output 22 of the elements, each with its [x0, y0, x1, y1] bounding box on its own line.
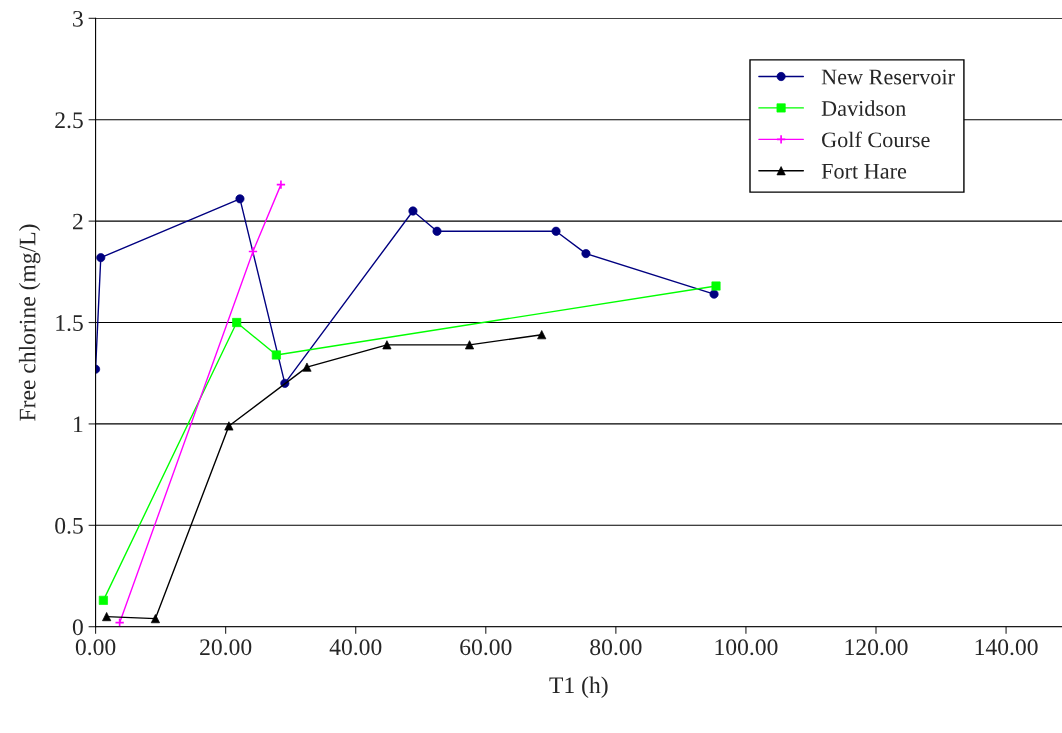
x-tick-label: 60.00 — [460, 639, 512, 656]
x-tick-label: 20.00 — [200, 639, 252, 656]
y-tick-label: 1.5 — [56, 315, 83, 332]
x-tick-label: 0.00 — [75, 639, 116, 656]
y-tick-label: 1 — [74, 416, 83, 433]
y-tick-label: 2.5 — [55, 112, 83, 129]
x-axis-title: T1 (h) — [549, 676, 608, 699]
point — [98, 595, 108, 605]
legend-label: Golf Course — [822, 131, 930, 148]
x-tick-label: 140.00 — [975, 639, 1038, 656]
x-tick-label: 120.00 — [845, 639, 908, 656]
legend-label: Fort Hare — [821, 163, 907, 179]
y-tick-label: 0.5 — [55, 517, 83, 534]
x-tick-label: 40.00 — [329, 639, 382, 656]
x-tick-label: 100.00 — [715, 639, 778, 656]
x-tick-label: 80.00 — [590, 639, 642, 656]
legend-label: New Reservoir — [821, 69, 955, 85]
y-tick-label: 3 — [73, 10, 83, 27]
y-tick-label: 0 — [72, 619, 83, 636]
y-tick-label: 2 — [73, 213, 83, 230]
y-axis-title: Free chlorine (mg/L) — [18, 224, 41, 421]
legend-label: Davidson — [821, 100, 906, 116]
